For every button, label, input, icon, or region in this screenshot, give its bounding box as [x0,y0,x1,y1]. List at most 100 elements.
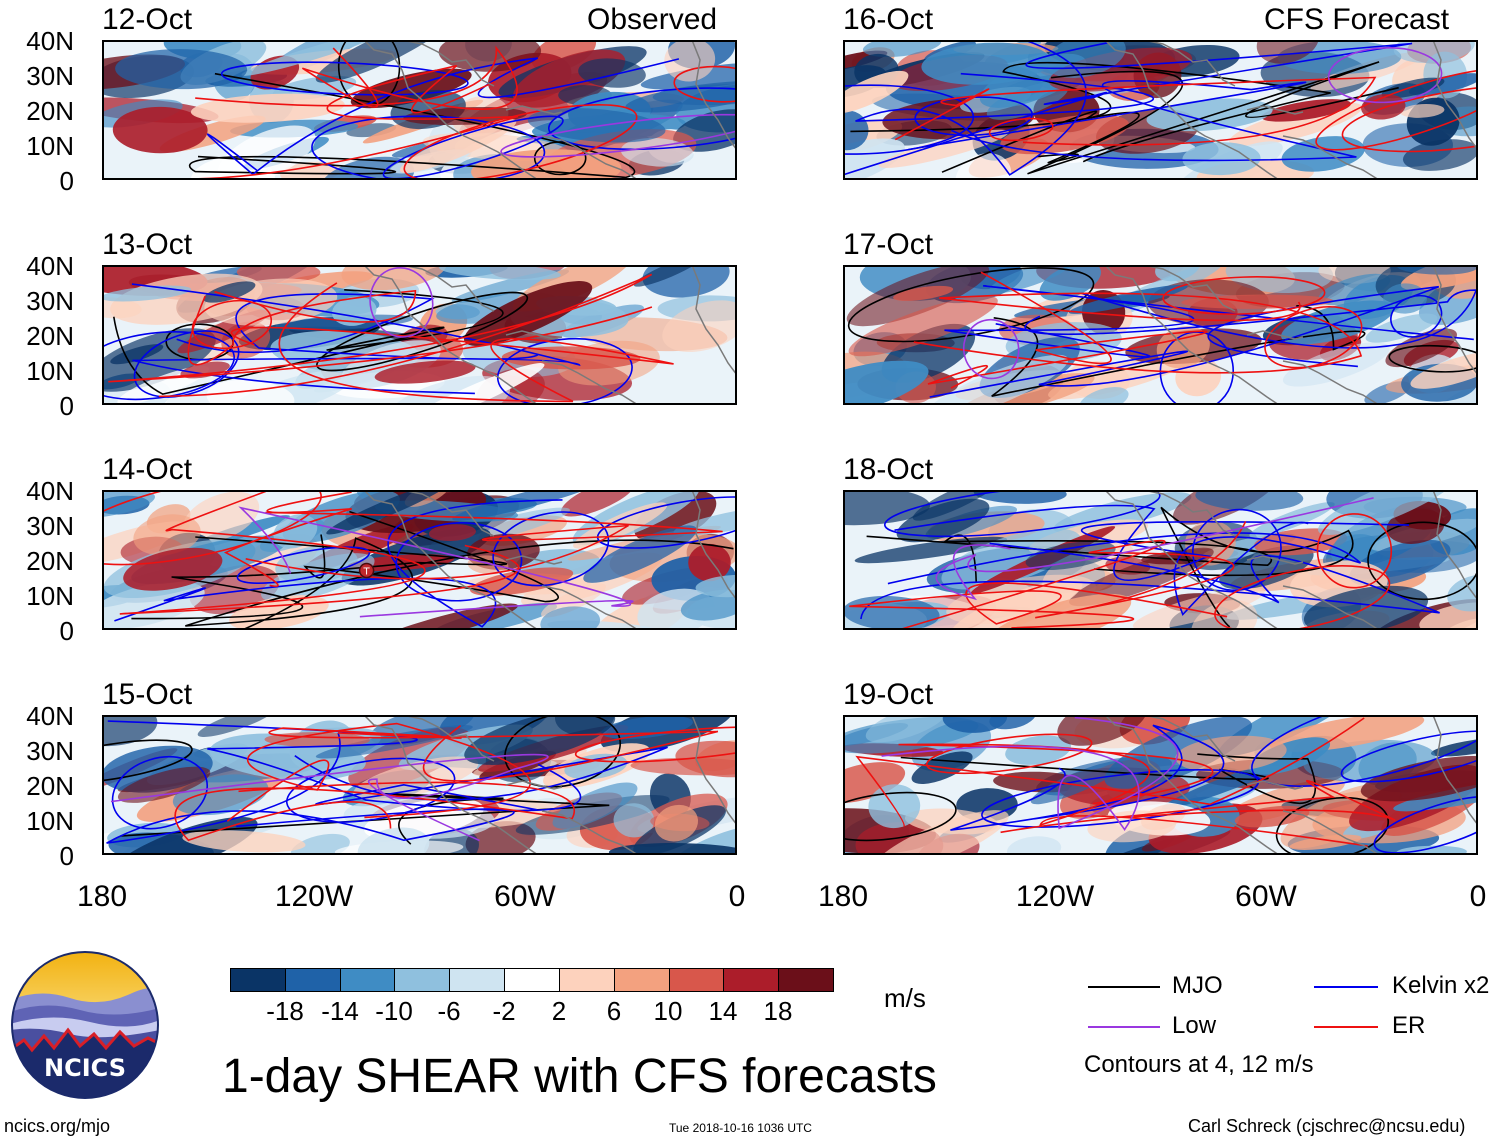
kelvin-contour [894,504,1410,582]
coastline [363,715,539,855]
kelvin-contour [1373,795,1478,854]
panel-date-label: 19-Oct [843,678,934,711]
er-contour [230,282,674,403]
shear-anomaly-region [1005,735,1072,765]
er-contour [194,64,519,180]
legend-label: Kelvin x2 [1392,972,1490,999]
map-panel-observed-14-oct: T [102,490,737,630]
shear-anomaly-region [133,514,201,556]
colorbar-box [778,968,834,992]
shear-anomaly-region [868,784,921,829]
shear-anomaly-region [560,490,636,517]
lat-tick-label: 0 [59,391,74,421]
colorbar-label: -6 [437,996,461,1026]
low-contour [935,497,1374,601]
kelvin-contour [887,521,1362,616]
shear-anomaly-region [1156,326,1210,369]
kelvin-contour [236,546,371,584]
shear-anomaly-region [625,80,737,113]
lat-tick-label: 0 [59,841,74,871]
legend-label: Low [1172,1012,1217,1039]
lon-tick-label: 0 [728,880,746,913]
shear-anomaly-region [630,757,737,776]
shear-anomaly-region [843,70,909,114]
coastline [1282,585,1380,630]
shear-anomaly-region [217,125,316,180]
shear-anomaly-region [654,804,699,842]
shear-anomaly-region [1048,47,1193,92]
lat-tick-label: 40N [26,251,74,281]
shear-anomaly-region [633,265,705,287]
er-contour [1214,565,1391,630]
colorbar-label: -10 [375,996,413,1026]
footer-url[interactable]: ncics.org/mjo [4,1116,111,1136]
shear-anomaly-region [1155,265,1201,282]
shear-anomaly-region [357,827,430,855]
shear-anomaly-region [102,285,192,302]
mjo-contour [1275,796,1390,855]
observed-header: Observed [587,3,718,36]
low-contour [238,506,634,618]
legend-label: ER [1392,1012,1426,1039]
kelvin-contour [929,285,1440,398]
shear-anomaly-region [1381,77,1445,99]
colorbar-box [558,968,615,992]
coastline [541,135,639,180]
mjo-contour [120,792,610,845]
shear-anomaly-region [452,490,604,521]
shear-anomaly-region [1303,585,1429,630]
shear-anomaly-region [893,285,954,301]
shear-anomaly-region [843,360,929,405]
shear-anomaly-region [984,593,1132,630]
er-contour [855,717,1365,827]
er-contour [673,65,737,103]
er-contour [894,76,1377,146]
shear-anomaly-region [1007,836,1062,855]
shear-anomaly-region [470,567,574,596]
coastline [691,40,737,151]
lat-tick-label: 0 [59,616,74,646]
shear-anomaly-region [110,344,164,365]
colorbar-label: 10 [653,996,683,1026]
lon-tick-label: 60W [494,880,556,913]
coastline [1246,330,1304,340]
shear-anomaly-region [1361,94,1406,120]
shear-anomaly-region [1249,502,1335,538]
shear-anomaly-region [1317,490,1461,535]
coastline [401,40,495,87]
coastline [1142,265,1236,312]
colorbar-label: -14 [321,996,359,1026]
low-contour [110,753,549,842]
kelvin-contour [1340,730,1478,783]
coastline [1432,40,1478,151]
lon-tick-label: 180 [76,880,128,913]
er-contour [226,722,532,822]
colorbar-box [394,968,451,992]
coastline [505,780,563,790]
lat-tick-label: 10N [26,131,74,161]
shear-anomaly-region [182,491,260,543]
mjo-contour [1367,521,1478,601]
er-contour [913,292,1363,374]
coastline [1104,715,1280,855]
kelvin-contour [294,746,668,811]
panel-date-label: 18-Oct [843,453,934,486]
coastline [401,715,495,762]
map-panel-forecast-16-oct [843,40,1478,180]
mjo-contour [1093,506,1354,628]
shear-anomaly-region [404,363,545,405]
er-contour [898,743,1368,847]
shear-anomaly-region [1219,545,1314,590]
coastline [1142,490,1236,537]
shear-anomaly-region [1436,378,1478,405]
shear-anomaly-region [1175,735,1287,773]
colorbar-box [339,968,396,992]
shear-anomaly-region [959,373,1095,405]
shear-anomaly-region [642,265,730,298]
shear-anomaly-region [374,360,476,384]
er-contour [927,271,1208,389]
shear-anomaly-region [896,498,990,543]
coastline [541,810,639,855]
shear-anomaly-region [1385,328,1457,368]
kelvin-contour [111,756,209,830]
